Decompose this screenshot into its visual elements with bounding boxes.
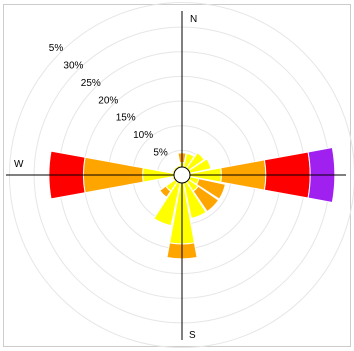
petal-sw-band-2 xyxy=(158,185,172,199)
radial-tick-label: 20% xyxy=(98,95,118,106)
south-label: S xyxy=(189,330,196,341)
north-label: N xyxy=(190,14,197,25)
radial-tick-label: 5% xyxy=(49,43,64,54)
petal-se-band-2 xyxy=(192,185,220,213)
center-circle xyxy=(173,166,191,184)
radial-tick-label: 30% xyxy=(63,60,83,71)
radial-tick-label: 5% xyxy=(153,148,168,159)
petal-ese-band-2 xyxy=(195,178,226,200)
radial-tick-label: 25% xyxy=(81,78,101,89)
plot-border xyxy=(3,4,351,347)
petal-ssw-band-1 xyxy=(153,174,183,227)
radial-tick-labels: 5%10%15%20%25%30%5% xyxy=(49,43,168,159)
radial-tick-label: 10% xyxy=(133,130,153,141)
wind-petals xyxy=(48,146,336,260)
radial-tick-label: 15% xyxy=(116,113,136,124)
west-label: W xyxy=(14,159,24,170)
compass-axes xyxy=(6,11,346,340)
